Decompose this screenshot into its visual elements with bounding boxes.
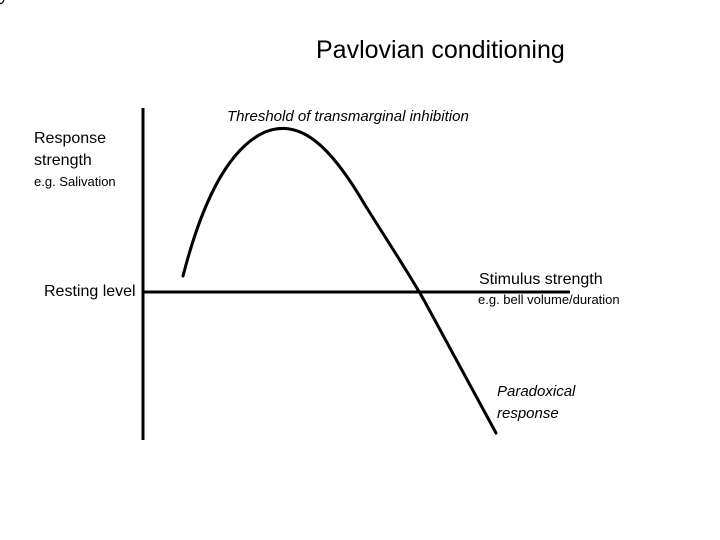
y-axis-example: e.g. Salivation [34,174,116,190]
paradoxical-response-label: Paradoxical response [497,381,575,425]
y-axis-label-line1: Response [34,128,106,150]
response-curve [183,128,496,433]
threshold-label: Threshold of transmarginal inhibition [227,108,469,126]
resting-level-label: Resting level [44,282,136,301]
x-axis-example: e.g. bell volume/duration [478,292,620,308]
diagram-title: Pavlovian conditioning [316,35,565,65]
x-axis-label: Stimulus strength [479,270,603,289]
y-axis-label: Response strength [34,128,106,172]
paradoxical-response-line1: Paradoxical [497,381,575,403]
y-axis-label-line2: strength [34,150,106,172]
paradoxical-response-line2: response [497,403,575,425]
